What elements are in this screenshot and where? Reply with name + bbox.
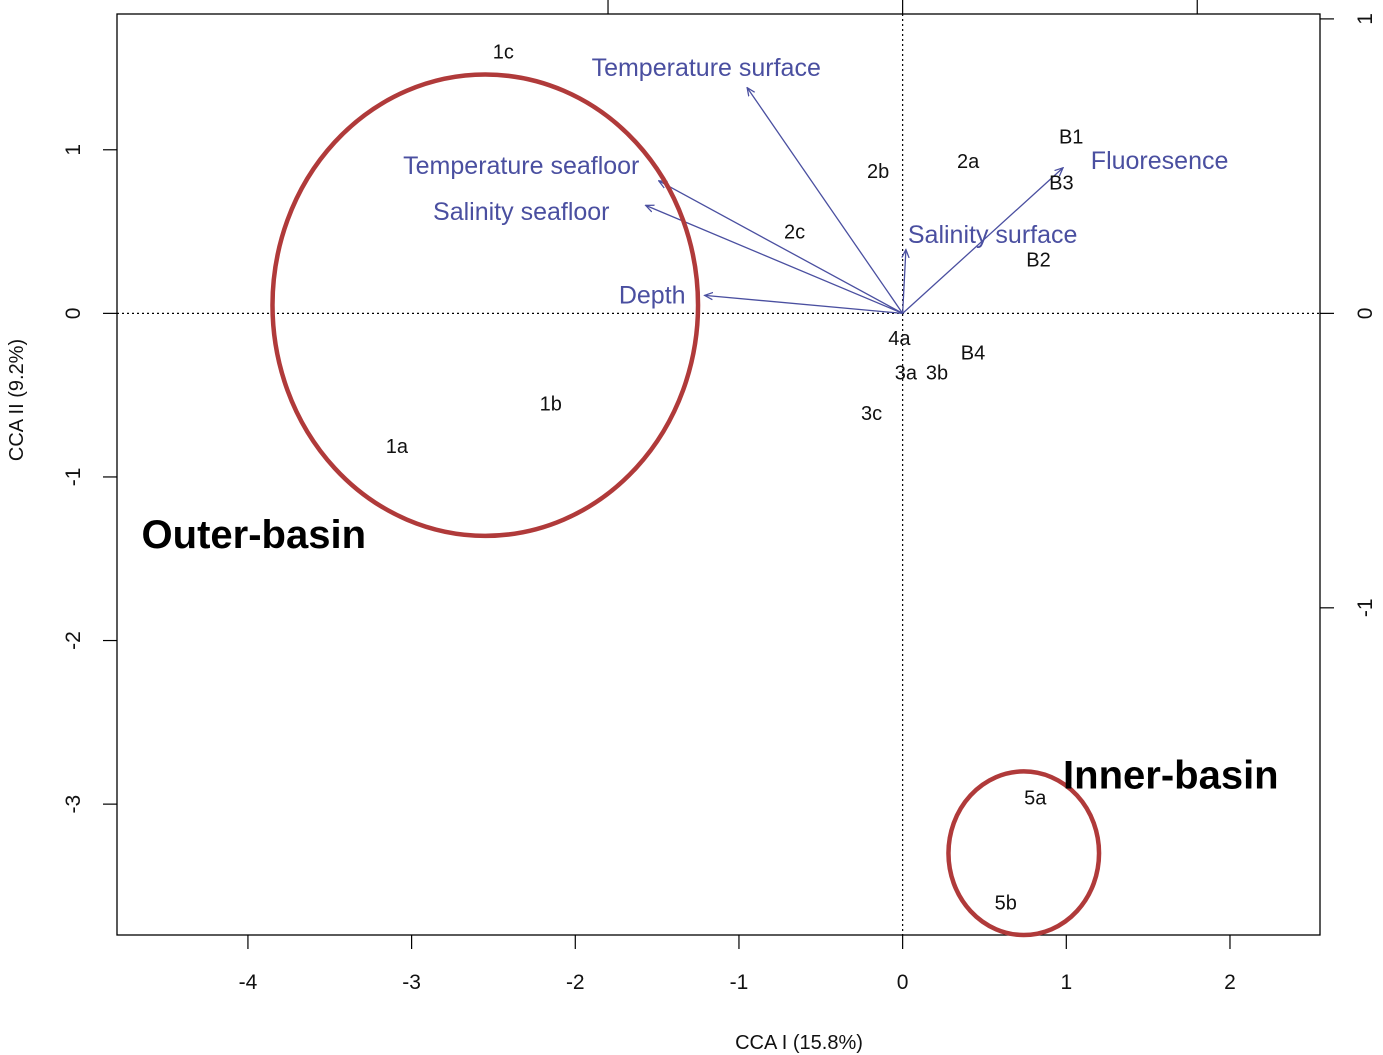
site-label: 3b — [926, 362, 948, 384]
right-tick-label: 1 — [1354, 13, 1377, 25]
vector-arrow — [902, 168, 1063, 314]
site-label: 4a — [888, 328, 911, 350]
y-tick-label: 0 — [62, 308, 85, 320]
vector-arrow — [747, 88, 904, 314]
y-tick-label: -3 — [62, 795, 85, 814]
site-label: 1c — [493, 42, 514, 64]
vector-label: Temperature surface — [592, 54, 821, 82]
site-label: 5a — [1024, 788, 1047, 810]
group-ellipse — [946, 769, 1102, 938]
group-label: Outer-basin — [142, 513, 366, 557]
vector-label: Salinity seafloor — [433, 198, 609, 226]
site-label: 2b — [867, 161, 889, 183]
y-tick-label: -1 — [62, 468, 85, 487]
site-label: 1b — [540, 393, 562, 415]
y-axis-title: CCA II (9.2%) — [6, 339, 28, 461]
y-axis: -3 -2 -1 0 1 — [62, 144, 117, 814]
right-tick-label: -1 — [1354, 598, 1377, 617]
basin-groups: Outer-basin Inner-basin — [142, 72, 1279, 938]
site-label: B3 — [1049, 172, 1073, 194]
site-label: 2a — [957, 151, 980, 173]
site-label: 5b — [995, 892, 1017, 914]
site-label: B4 — [961, 343, 985, 365]
site-label: B2 — [1026, 249, 1050, 271]
x-tick-label: 1 — [1060, 971, 1072, 994]
group-label: Inner-basin — [1063, 754, 1279, 798]
vector-label: Fluoresence — [1091, 147, 1229, 175]
vector-arrow — [646, 205, 903, 314]
vector-arrow — [705, 295, 903, 315]
x-tick-label: -3 — [402, 971, 421, 994]
x-tick-label: 0 — [897, 971, 909, 994]
site-label: 3a — [895, 362, 918, 384]
x-axis: -4 -3 -2 -1 0 1 2 — [239, 935, 1236, 994]
reference-lines — [117, 14, 1320, 935]
x-tick-label: 2 — [1224, 971, 1236, 994]
vector-arrow — [659, 181, 903, 314]
vector-label: Depth — [619, 281, 686, 309]
group-ellipse — [270, 72, 701, 539]
vector-arrow — [903, 250, 906, 314]
site-label: 2c — [784, 222, 805, 244]
x-axis-title: CCA I (15.8%) — [735, 1032, 863, 1054]
right-tick-label: 0 — [1354, 308, 1377, 320]
x-tick-label: -1 — [730, 971, 749, 994]
site-label: B1 — [1059, 127, 1083, 149]
plot-frame — [116, 13, 1321, 936]
y-tick-label: -2 — [62, 631, 85, 650]
x-tick-label: -4 — [239, 971, 258, 994]
site-label: 3c — [861, 403, 882, 425]
site-labels: 1c 1b 1a 2b 2a 2c B1 B3 B2 4a B4 3a 3b 3c 5a 5b — [386, 42, 1084, 915]
site-label: 1a — [386, 436, 409, 458]
vector-label: Salinity surface — [908, 221, 1078, 249]
vector-label: Temperature seafloor — [403, 152, 639, 180]
environment-vectors: Temperature surface Temperature seafloor S… — [403, 54, 1229, 315]
right-axis: -1 0 1 — [1320, 13, 1377, 617]
y-tick-label: 1 — [62, 144, 85, 156]
top-axis — [607, 0, 1198, 14]
x-tick-label: -2 — [566, 971, 585, 994]
